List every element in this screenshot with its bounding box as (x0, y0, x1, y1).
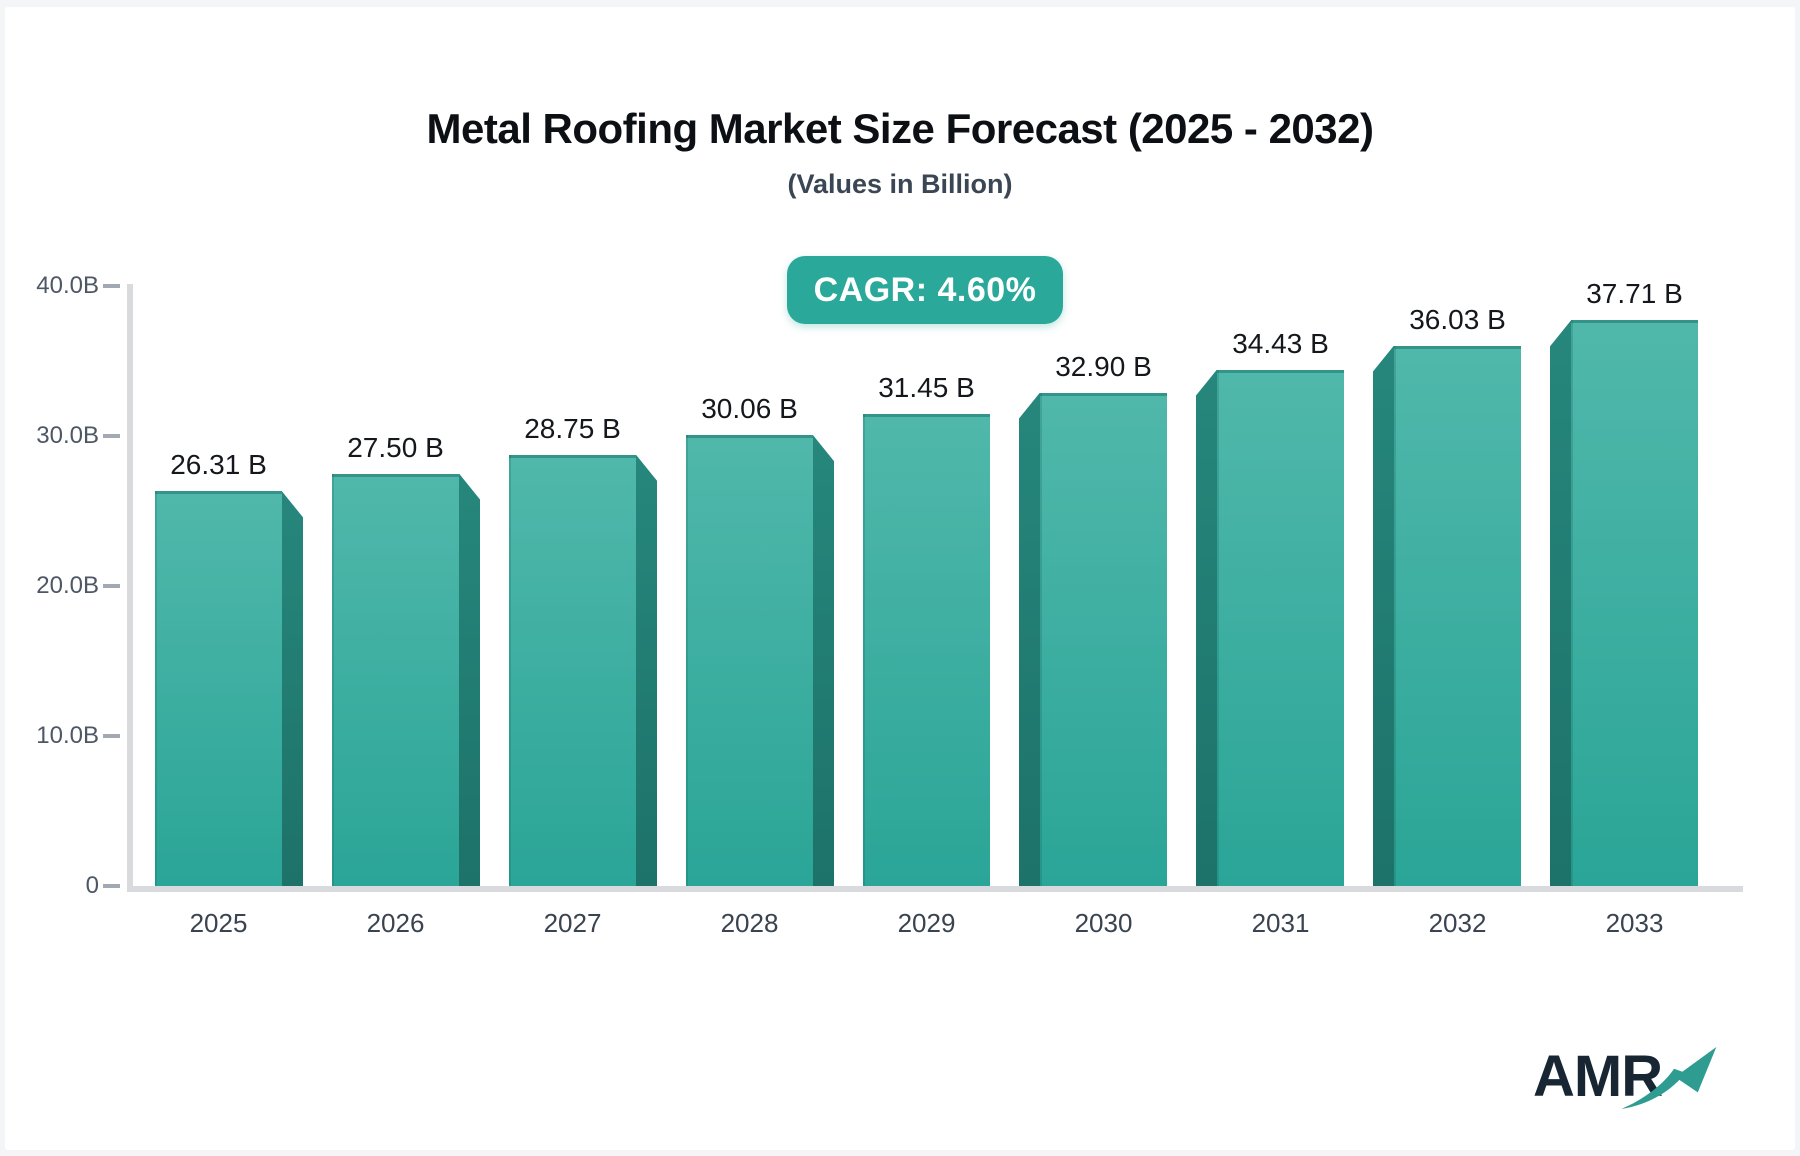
bar-side-panel (1373, 345, 1394, 886)
bar-face (1217, 369, 1344, 886)
y-axis-tick-mark (103, 734, 120, 738)
bar-value-label: 36.03 B (1409, 303, 1506, 335)
x-axis-label-2031: 2031 (1251, 908, 1310, 938)
y-axis-tick-mark (103, 584, 120, 588)
x-axis-label-2033: 2033 (1605, 908, 1664, 938)
bar-2031 (1196, 369, 1344, 886)
bar-2028 (686, 435, 834, 886)
bar-value-label: 32.90 B (1055, 350, 1152, 382)
bar-2033 (1550, 320, 1698, 886)
x-axis-label-2030: 2030 (1074, 908, 1133, 938)
y-axis-tick-label: 10.0B (36, 722, 99, 749)
bar-chart-plot: 40.0B 30.0B 20.0B 10.0B 0 26.31 B 27.50 B 28.7… (5, 7, 1795, 1150)
y-axis-tick-label: 30.0B (36, 422, 99, 449)
bar-face (155, 491, 282, 886)
bar-face (1394, 345, 1521, 886)
bar-value-label: 30.06 B (701, 393, 798, 425)
bar-side-panel (813, 435, 834, 886)
y-axis-line (127, 284, 133, 888)
bar-value-label: 27.50 B (347, 431, 444, 463)
bar-side-panel (282, 491, 303, 886)
x-axis-baseline (127, 886, 1743, 892)
bar-side-panel (1550, 320, 1571, 886)
chart-subtitle: (Values in Billion) (787, 169, 1013, 199)
bar-value-label: 34.43 B (1232, 327, 1329, 359)
bar-side-panel (459, 473, 480, 886)
bar-face (1571, 320, 1698, 886)
bar-2027 (509, 454, 657, 886)
y-axis-tick-mark (103, 884, 120, 888)
amr-logo-text: AMR (1533, 1044, 1663, 1109)
bar-2029 (863, 414, 990, 886)
bar-face (686, 435, 813, 886)
y-axis-tick-mark (103, 434, 120, 438)
x-axis-label-2032: 2032 (1428, 908, 1487, 938)
bar-face (509, 454, 636, 886)
bar-face (332, 473, 459, 886)
bar-2030 (1019, 392, 1167, 886)
chart-card: Metal Roofing Market Size Forecast (2025… (5, 7, 1795, 1150)
bar-value-label: 31.45 B (878, 372, 975, 404)
cagr-badge: CAGR: 4.60% (787, 256, 1063, 324)
x-axis-label-2029: 2029 (897, 908, 956, 938)
y-axis-tick-mark (103, 284, 120, 288)
x-axis-label-2026: 2026 (366, 908, 425, 938)
bar-value-label: 26.31 B (170, 449, 267, 481)
bar-side-panel (636, 454, 657, 886)
growth-arrow-icon (1621, 1047, 1717, 1109)
bar-value-label: 37.71 B (1586, 278, 1683, 310)
chart-title: Metal Roofing Market Size Forecast (2025… (426, 105, 1374, 152)
bar-face (863, 414, 990, 886)
bar-value-label: 28.75 B (524, 412, 621, 444)
bar-side-panel (1019, 392, 1040, 886)
amr-logo: AMR (1533, 1043, 1733, 1123)
x-axis-label-2028: 2028 (720, 908, 779, 938)
x-axis-label-2025: 2025 (189, 908, 248, 938)
bar-2025 (155, 491, 303, 886)
x-axis-label-2027: 2027 (543, 908, 602, 938)
y-axis-tick-label: 40.0B (36, 272, 99, 299)
bar-2032 (1373, 345, 1521, 886)
y-axis-tick-label: 0 (85, 872, 99, 899)
bar-side-panel (1196, 369, 1217, 886)
cagr-badge-label: CAGR: 4.60% (813, 270, 1037, 309)
bar-face (1040, 392, 1167, 886)
bar-2026 (332, 473, 480, 886)
y-axis-tick-label: 20.0B (36, 572, 99, 599)
